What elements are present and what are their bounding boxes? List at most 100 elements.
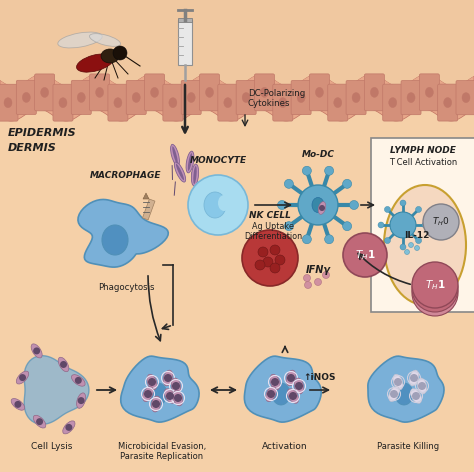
Ellipse shape bbox=[4, 98, 12, 108]
FancyBboxPatch shape bbox=[71, 80, 91, 115]
Text: Microbicidal Evasion,
Parasite Replication: Microbicidal Evasion, Parasite Replicati… bbox=[118, 442, 206, 462]
Ellipse shape bbox=[297, 93, 305, 102]
FancyBboxPatch shape bbox=[181, 80, 201, 115]
Circle shape bbox=[343, 222, 352, 231]
Circle shape bbox=[174, 394, 182, 402]
FancyBboxPatch shape bbox=[438, 84, 458, 121]
FancyBboxPatch shape bbox=[145, 74, 164, 111]
Circle shape bbox=[172, 382, 180, 390]
Text: MONOCYTE: MONOCYTE bbox=[190, 156, 246, 165]
Text: LYMPH NODE: LYMPH NODE bbox=[390, 146, 456, 155]
Ellipse shape bbox=[407, 93, 415, 102]
Polygon shape bbox=[24, 356, 89, 424]
FancyBboxPatch shape bbox=[163, 84, 183, 121]
Ellipse shape bbox=[164, 389, 175, 403]
Circle shape bbox=[343, 179, 352, 188]
Ellipse shape bbox=[409, 370, 419, 386]
Ellipse shape bbox=[63, 421, 75, 434]
FancyBboxPatch shape bbox=[35, 74, 55, 111]
Ellipse shape bbox=[370, 87, 378, 97]
Circle shape bbox=[78, 397, 85, 404]
Bar bbox=[0, 0, 474, 95]
Ellipse shape bbox=[287, 389, 299, 403]
FancyBboxPatch shape bbox=[456, 81, 474, 115]
Circle shape bbox=[277, 201, 286, 210]
FancyBboxPatch shape bbox=[0, 84, 18, 121]
Polygon shape bbox=[0, 0, 474, 86]
FancyBboxPatch shape bbox=[383, 84, 403, 121]
Circle shape bbox=[418, 382, 426, 390]
FancyBboxPatch shape bbox=[346, 80, 366, 115]
Ellipse shape bbox=[266, 387, 276, 402]
Ellipse shape bbox=[96, 87, 104, 97]
Text: NK CELL: NK CELL bbox=[249, 211, 291, 220]
Ellipse shape bbox=[171, 144, 180, 166]
Circle shape bbox=[113, 46, 127, 60]
Ellipse shape bbox=[389, 98, 397, 108]
Circle shape bbox=[416, 237, 421, 244]
Polygon shape bbox=[78, 200, 168, 267]
Text: Ag Uptake
Differentiation: Ag Uptake Differentiation bbox=[244, 222, 302, 241]
Bar bbox=[143, 199, 155, 220]
Text: $T_H$1: $T_H$1 bbox=[425, 278, 445, 292]
Circle shape bbox=[284, 222, 293, 231]
Polygon shape bbox=[0, 74, 474, 121]
Ellipse shape bbox=[169, 98, 177, 108]
Ellipse shape bbox=[176, 164, 184, 180]
Text: Parasite Killing: Parasite Killing bbox=[377, 442, 439, 451]
Circle shape bbox=[164, 374, 172, 382]
Circle shape bbox=[19, 374, 26, 381]
Ellipse shape bbox=[143, 387, 153, 402]
Circle shape bbox=[36, 418, 43, 425]
Circle shape bbox=[384, 237, 391, 244]
Circle shape bbox=[148, 378, 156, 386]
Circle shape bbox=[322, 271, 329, 278]
Ellipse shape bbox=[132, 93, 140, 102]
FancyBboxPatch shape bbox=[291, 80, 311, 115]
Ellipse shape bbox=[172, 378, 181, 394]
Ellipse shape bbox=[270, 374, 280, 390]
Ellipse shape bbox=[204, 192, 226, 218]
Ellipse shape bbox=[393, 374, 403, 390]
Ellipse shape bbox=[90, 34, 120, 46]
Circle shape bbox=[60, 361, 67, 368]
Circle shape bbox=[325, 235, 334, 244]
Circle shape bbox=[267, 390, 275, 398]
Text: ↑iNOS: ↑iNOS bbox=[304, 373, 336, 382]
Circle shape bbox=[400, 200, 406, 206]
Circle shape bbox=[289, 392, 297, 400]
Ellipse shape bbox=[193, 166, 197, 184]
Circle shape bbox=[343, 233, 387, 277]
FancyBboxPatch shape bbox=[126, 80, 146, 115]
Ellipse shape bbox=[102, 225, 128, 255]
Circle shape bbox=[242, 230, 298, 286]
Circle shape bbox=[325, 166, 334, 175]
Circle shape bbox=[255, 260, 265, 270]
Ellipse shape bbox=[312, 197, 324, 212]
FancyBboxPatch shape bbox=[218, 84, 238, 121]
Text: MACROPHAGE: MACROPHAGE bbox=[90, 171, 162, 180]
Circle shape bbox=[258, 247, 268, 257]
Text: Activation: Activation bbox=[262, 442, 308, 451]
Circle shape bbox=[152, 400, 160, 408]
Text: DERMIS: DERMIS bbox=[8, 143, 57, 153]
FancyBboxPatch shape bbox=[16, 80, 36, 115]
Ellipse shape bbox=[294, 378, 304, 394]
Circle shape bbox=[404, 250, 410, 254]
Ellipse shape bbox=[163, 370, 173, 386]
FancyBboxPatch shape bbox=[328, 84, 348, 121]
Ellipse shape bbox=[11, 398, 25, 410]
Text: IL-12: IL-12 bbox=[404, 230, 430, 239]
Ellipse shape bbox=[101, 49, 119, 63]
Circle shape bbox=[414, 245, 419, 251]
Ellipse shape bbox=[41, 87, 49, 97]
Polygon shape bbox=[368, 356, 444, 422]
Ellipse shape bbox=[58, 32, 102, 48]
Ellipse shape bbox=[286, 370, 296, 386]
Ellipse shape bbox=[77, 393, 86, 408]
Ellipse shape bbox=[242, 93, 250, 102]
Circle shape bbox=[400, 244, 406, 250]
Text: DC-Polarizing
Cytokines: DC-Polarizing Cytokines bbox=[248, 89, 305, 108]
Ellipse shape bbox=[59, 98, 67, 108]
Circle shape bbox=[284, 179, 293, 188]
